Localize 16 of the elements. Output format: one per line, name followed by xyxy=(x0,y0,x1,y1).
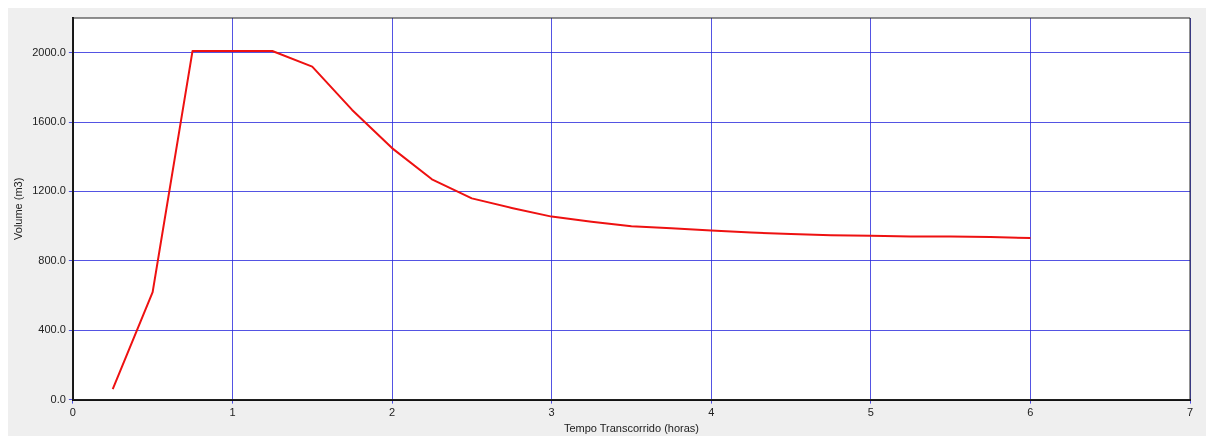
y-tick-label: 2000.0 xyxy=(32,45,66,58)
y-tick-label: 1200.0 xyxy=(32,184,66,197)
x-tick-label: 7 xyxy=(1186,406,1194,419)
x-tick-label: 0 xyxy=(69,406,76,419)
y-tick-label: 400.0 xyxy=(38,323,66,336)
x-tick-label: 5 xyxy=(867,406,874,419)
x-tick-label: 6 xyxy=(1027,406,1034,419)
x-tick-label: 4 xyxy=(708,406,715,419)
x-axis-title: Tempo Transcorrido (horas) xyxy=(563,422,699,435)
x-tick-label: 3 xyxy=(548,406,555,419)
y-tick-label: 800.0 xyxy=(38,253,66,266)
y-tick-label: 1600.0 xyxy=(32,115,66,128)
y-axis-title: Volume (m3) xyxy=(11,177,24,240)
y-tick-label: 0.0 xyxy=(50,392,66,405)
x-tick-label: 1 xyxy=(229,406,236,419)
x-tick-label: 2 xyxy=(388,406,396,419)
